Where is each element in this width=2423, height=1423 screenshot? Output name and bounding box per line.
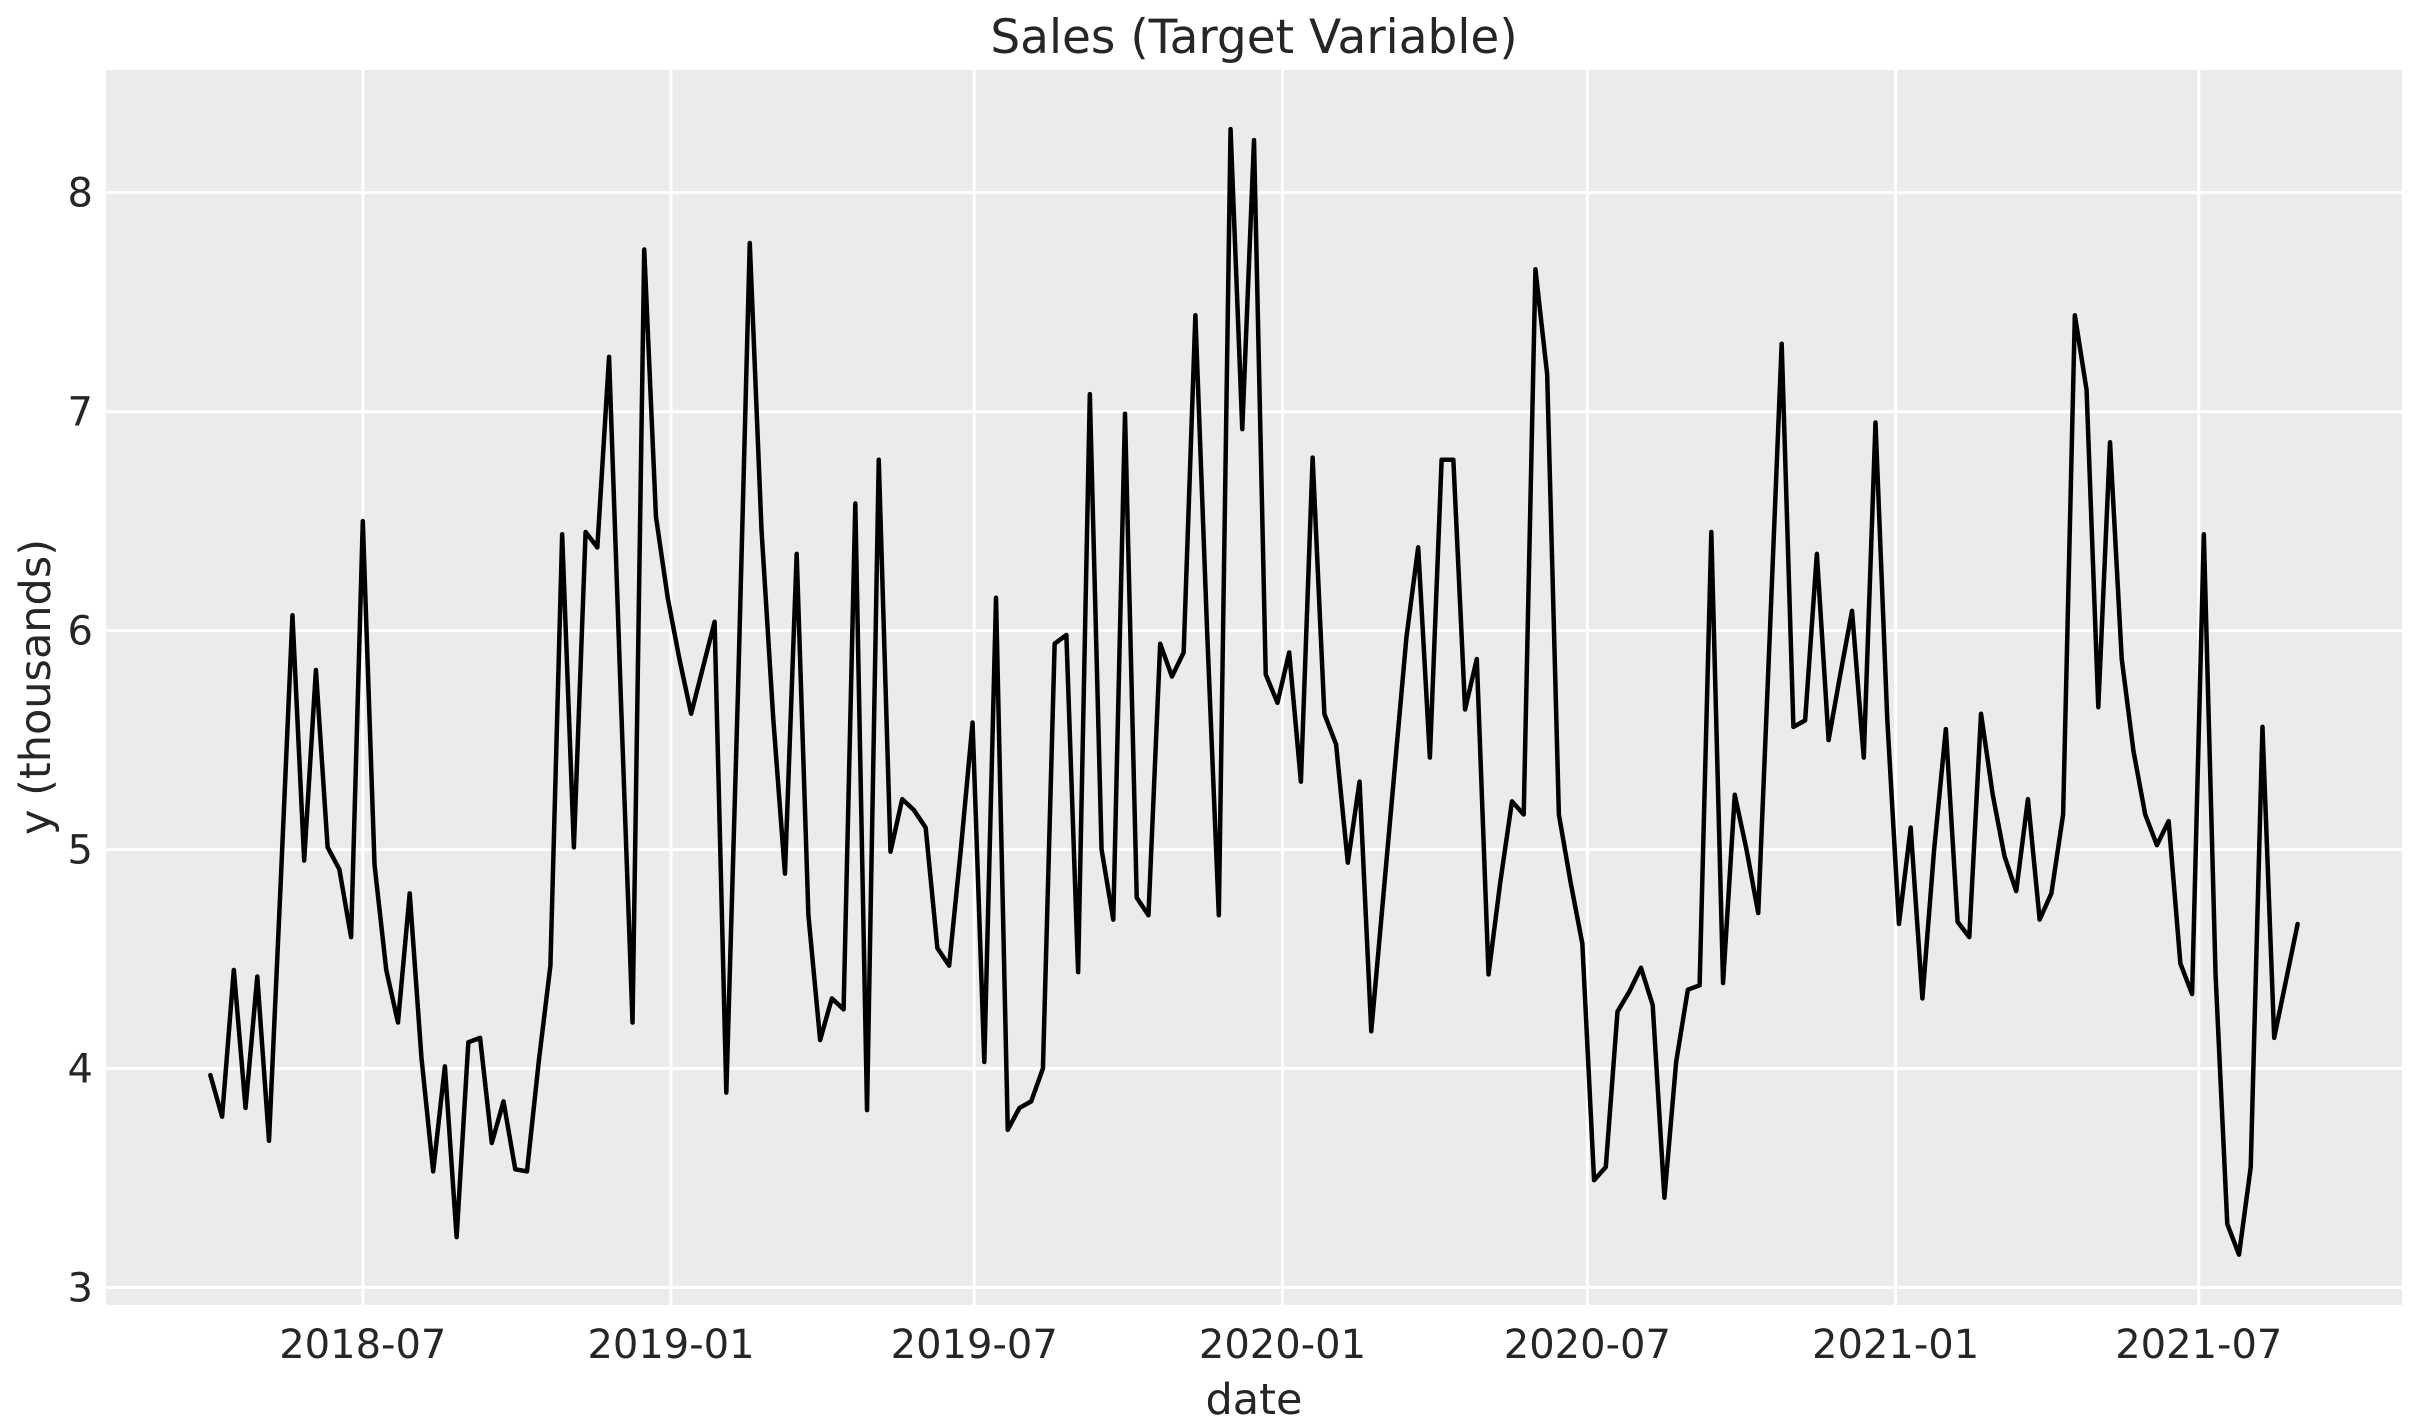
x-tick-label: 2021-01 xyxy=(1812,1322,1979,1368)
y-tick-labels: 3 4 5 6 7 8 xyxy=(68,171,93,1312)
y-tick-label: 7 xyxy=(68,390,93,436)
y-tick-label: 8 xyxy=(68,171,93,217)
x-tick-label: 2020-01 xyxy=(1199,1322,1366,1368)
y-tick-label: 3 xyxy=(68,1265,93,1311)
x-tick-label: 2021-07 xyxy=(2115,1322,2282,1368)
y-tick-label: 6 xyxy=(68,609,93,655)
y-axis-label: y (thousands) xyxy=(11,539,61,835)
x-tick-label: 2020-07 xyxy=(1504,1322,1671,1368)
x-tick-label: 2019-07 xyxy=(891,1322,1058,1368)
x-tick-labels: 2018-07 2019-01 2019-07 2020-01 2020-07 2021-… xyxy=(279,1322,2282,1368)
y-tick-label: 4 xyxy=(68,1047,93,1093)
x-tick-label: 2018-07 xyxy=(279,1322,446,1368)
series-line xyxy=(208,126,2300,1257)
x-tick-label: 2019-01 xyxy=(587,1322,754,1368)
x-axis-label: date xyxy=(1206,1375,1303,1423)
y-tick-label: 5 xyxy=(68,828,93,874)
chart-title: Sales (Target Variable) xyxy=(990,10,1517,65)
